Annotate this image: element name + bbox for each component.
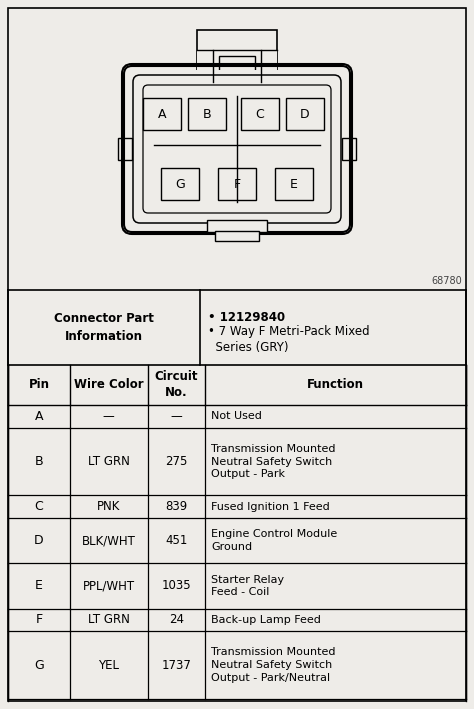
Bar <box>161 168 199 200</box>
Text: • 12129840: • 12129840 <box>209 311 285 324</box>
Bar <box>215 231 259 241</box>
Text: 24: 24 <box>169 613 184 626</box>
Text: E: E <box>290 177 298 191</box>
Bar <box>207 220 267 232</box>
Text: Not Used: Not Used <box>211 411 262 421</box>
Text: 68780: 68780 <box>431 276 462 286</box>
Bar <box>219 56 255 74</box>
Text: 1737: 1737 <box>161 659 191 671</box>
Text: 451: 451 <box>165 534 188 547</box>
Text: G: G <box>34 659 44 671</box>
Text: C: C <box>255 108 264 121</box>
Text: D: D <box>34 534 44 547</box>
Text: Starter Relay
Feed - Coil: Starter Relay Feed - Coil <box>211 574 284 597</box>
Bar <box>218 168 256 200</box>
Text: 839: 839 <box>165 501 187 513</box>
Text: —: — <box>103 410 115 423</box>
Bar <box>261 50 277 82</box>
Text: Connector Part
Information: Connector Part Information <box>54 313 154 342</box>
Text: D: D <box>300 108 310 121</box>
Text: Function: Function <box>307 379 364 391</box>
FancyBboxPatch shape <box>128 70 346 228</box>
Text: E: E <box>35 579 43 593</box>
Text: Circuit
No.: Circuit No. <box>155 371 198 399</box>
Bar <box>286 98 324 130</box>
Bar <box>143 98 181 130</box>
Text: LT GRN: LT GRN <box>88 455 130 468</box>
Bar <box>241 98 279 130</box>
Text: —: — <box>171 410 182 423</box>
Text: A: A <box>158 108 166 121</box>
Text: Engine Control Module
Ground: Engine Control Module Ground <box>211 530 337 552</box>
Text: LT GRN: LT GRN <box>88 613 130 626</box>
Text: Transmission Mounted
Neutral Safety Switch
Output - Park/Neutral: Transmission Mounted Neutral Safety Swit… <box>211 647 336 683</box>
Bar <box>197 50 213 82</box>
Bar <box>275 168 313 200</box>
Text: C: C <box>35 501 43 513</box>
Text: 1035: 1035 <box>162 579 191 593</box>
Bar <box>118 138 132 160</box>
Text: PPL/WHT: PPL/WHT <box>82 579 135 593</box>
Bar <box>188 98 226 130</box>
Text: BLK/WHT: BLK/WHT <box>82 534 136 547</box>
Text: B: B <box>203 108 211 121</box>
Text: B: B <box>35 455 43 468</box>
Text: F: F <box>36 613 43 626</box>
Text: Fused Ignition 1 Feed: Fused Ignition 1 Feed <box>211 502 330 512</box>
Bar <box>342 138 356 160</box>
Bar <box>197 30 277 82</box>
Text: PNK: PNK <box>97 501 120 513</box>
Text: Wire Color: Wire Color <box>74 379 144 391</box>
Text: G: G <box>175 177 185 191</box>
Text: Transmission Mounted
Neutral Safety Switch
Output - Park: Transmission Mounted Neutral Safety Swit… <box>211 444 336 479</box>
Text: Pin: Pin <box>28 379 49 391</box>
Text: A: A <box>35 410 43 423</box>
Text: • 7 Way F Metri-Pack Mixed
  Series (GRY): • 7 Way F Metri-Pack Mixed Series (GRY) <box>209 325 370 354</box>
Text: YEL: YEL <box>98 659 119 671</box>
Text: 275: 275 <box>165 455 188 468</box>
Text: F: F <box>233 177 241 191</box>
Text: Back-up Lamp Feed: Back-up Lamp Feed <box>211 615 321 625</box>
